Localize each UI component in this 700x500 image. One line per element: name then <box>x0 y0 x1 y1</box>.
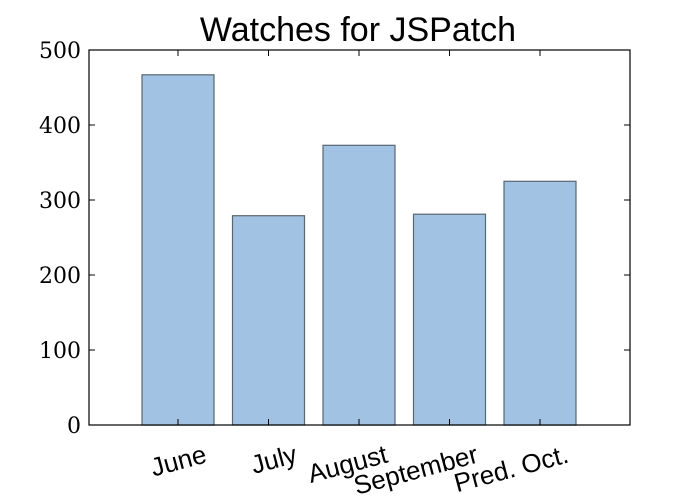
y-tick-label: 300 <box>39 189 81 214</box>
x-tick-label: July <box>248 439 300 480</box>
y-axis: 0 100 200 300 400 500 <box>39 39 630 439</box>
y-tick-label: 400 <box>39 114 81 139</box>
bar-july <box>231 215 306 426</box>
y-tick-label: 200 <box>39 264 81 289</box>
bars-group <box>141 74 577 426</box>
chart-title: Watches for JSPatch <box>200 11 516 49</box>
bar-august <box>322 144 396 426</box>
bar-pred-oct <box>503 180 577 426</box>
bar-september <box>412 213 487 426</box>
y-tick-label: 500 <box>39 39 81 64</box>
y-tick-label: 0 <box>67 414 81 439</box>
y-tick-label: 100 <box>39 339 81 364</box>
bar-june <box>141 74 215 426</box>
x-tick-label: June <box>147 439 209 483</box>
